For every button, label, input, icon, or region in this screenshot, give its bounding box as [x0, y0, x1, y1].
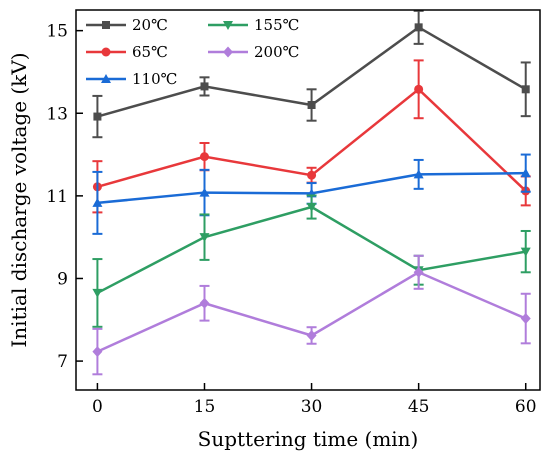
data-point-4-1 — [199, 297, 210, 309]
legend-item-1: 65℃ — [86, 43, 168, 61]
data-point-1-1 — [199, 152, 209, 162]
x-tick-label-3: 45 — [408, 397, 430, 417]
data-point-3-4 — [520, 247, 531, 257]
data-point-4-2 — [306, 329, 317, 341]
legend-item-4: 200℃ — [208, 43, 299, 61]
series-layer — [92, 9, 531, 376]
data-point-4-4 — [520, 313, 531, 325]
data-point-0-1 — [200, 82, 209, 91]
legend-item-2: 110℃ — [86, 70, 177, 88]
series-2 — [92, 153, 531, 235]
y-tick-label-1: 9 — [57, 269, 68, 289]
data-point-3-2 — [306, 203, 317, 213]
data-point-2-0 — [92, 197, 103, 207]
data-point-0-4 — [521, 85, 530, 94]
data-point-0-0 — [93, 112, 102, 121]
legend-item-3: 155℃ — [208, 16, 299, 34]
legend-marker-1 — [101, 47, 111, 57]
x-tick-label-1: 15 — [194, 397, 216, 417]
series-line-3 — [96, 205, 526, 295]
data-point-2-3 — [413, 169, 424, 179]
data-point-4-3 — [413, 266, 424, 278]
x-axis-label: Supttering time (min) — [198, 427, 419, 451]
data-point-2-1 — [199, 187, 210, 197]
series-4 — [92, 254, 531, 376]
x-tick-label-0: 0 — [92, 397, 103, 417]
legend-item-0: 20℃ — [86, 16, 168, 34]
y-axis-label: Initial discharge voltage (kV) — [7, 52, 31, 347]
data-point-1-3 — [414, 84, 424, 94]
data-point-0-3 — [414, 23, 423, 32]
y-tick-label-3: 13 — [46, 104, 68, 124]
legend-marker-4 — [223, 46, 233, 58]
plot-frame — [75, 9, 541, 391]
data-point-3-0 — [92, 288, 103, 298]
series-3 — [92, 194, 531, 328]
x-tick-label-4: 60 — [515, 397, 537, 417]
legend-marker-0 — [102, 21, 110, 29]
legend-label-0: 20℃ — [132, 16, 168, 34]
legend-marker-2 — [101, 74, 111, 83]
legend-label-3: 155℃ — [254, 16, 299, 34]
data-point-0-2 — [307, 101, 316, 109]
series-0 — [92, 9, 531, 139]
legend: 20℃ 65℃ 110℃ 155℃ 200℃ — [86, 16, 299, 88]
data-point-4-0 — [92, 346, 103, 358]
legend-marker-3 — [223, 21, 233, 30]
legend-label-4: 200℃ — [254, 43, 299, 61]
x-tick-label-2: 30 — [301, 397, 323, 417]
y-tick-label-2: 11 — [46, 187, 68, 207]
y-tick-label-0: 7 — [57, 352, 68, 372]
data-point-2-4 — [520, 168, 531, 178]
legend-label-2: 110℃ — [132, 70, 177, 88]
legend-label-1: 65℃ — [132, 43, 168, 61]
data-point-1-2 — [307, 170, 317, 180]
y-tick-label-4: 15 — [46, 22, 68, 42]
data-point-3-1 — [199, 233, 210, 243]
ticks-layer: 0 15 30 45 60 7 9 11 13 15 — [46, 22, 536, 417]
